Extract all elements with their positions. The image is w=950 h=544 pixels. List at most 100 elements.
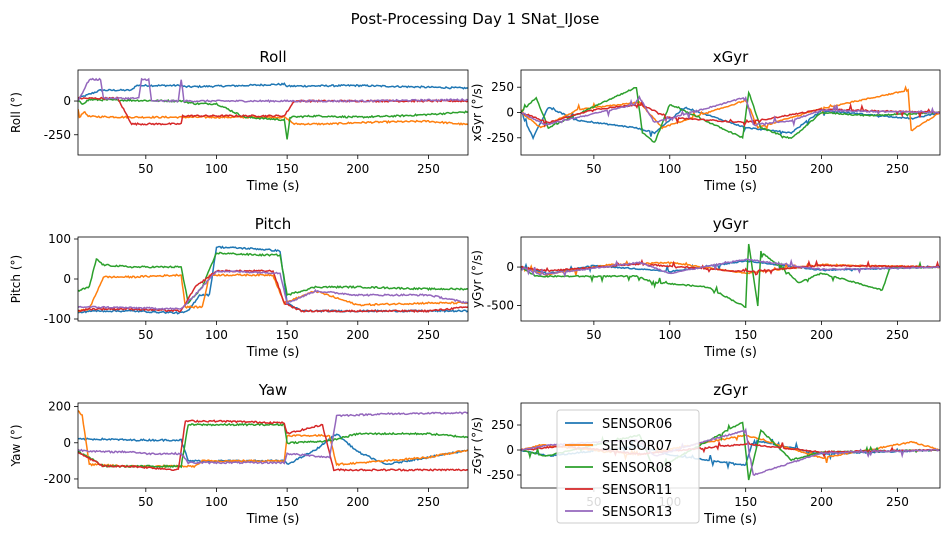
pitch-ylabel: Pitch (°) (9, 255, 23, 303)
pitch-title: Pitch (255, 215, 292, 233)
yaw-line-sensor06 (78, 433, 468, 466)
zgyr-axes-frame (520, 402, 941, 489)
roll-xlabel: Time (s) (246, 179, 300, 194)
roll-line-sensor07 (78, 108, 468, 126)
xgyr-panel: 50 100 150 200 250 250 0 -250 xGyr Time (s) xGyr (… (470, 48, 941, 194)
zgyr-title: zGyr (713, 381, 748, 399)
zgyr-xtick-label: 200 (810, 495, 833, 509)
zgyr-xtick-label: 150 (734, 495, 757, 509)
legend: SENSOR06 SENSOR07 SENSOR08 SENSOR11 SENSOR13 (556, 409, 700, 524)
yaw-line-sensor13 (78, 411, 468, 465)
xgyr-xtick-label: 100 (658, 162, 681, 176)
yaw-line-sensor11 (78, 419, 468, 472)
roll-ytick-label: 0 (63, 94, 71, 108)
zgyr-ylabel: zGyr (°/s) (470, 417, 484, 474)
roll-xtick-label: 100 (205, 162, 228, 176)
zgyr-ytick-label: -250 (487, 468, 514, 482)
pitch-line-sensor13 (78, 270, 468, 311)
ygyr-title: yGyr (713, 215, 749, 233)
xgyr-title: xGyr (713, 48, 749, 66)
xgyr-xtick-label: 200 (810, 162, 833, 176)
zgyr-ytick-label: 250 (491, 418, 514, 432)
ygyr-xtick-label: 150 (734, 328, 757, 342)
pitch-xtick-label: 200 (346, 328, 369, 342)
legend-label-sensor07: SENSOR07 (602, 439, 672, 454)
ygyr-ytick-label: -500 (487, 299, 514, 313)
xgyr-xtick-label: 50 (586, 162, 601, 176)
yaw-panel: 50 100 150 200 250 200 0 -200 Yaw Time (s) Yaw (°) (9, 381, 469, 527)
xgyr-xtick-label: 250 (886, 162, 909, 176)
legend-label-sensor13: SENSOR13 (602, 505, 672, 520)
ygyr-xtick-label: 50 (586, 328, 601, 342)
roll-title: Roll (259, 48, 286, 66)
zgyr-xlabel: Time (s) (703, 512, 757, 527)
legend-label-sensor11: SENSOR11 (602, 483, 672, 498)
xgyr-ylabel: xGyr (°/s) (470, 84, 484, 142)
pitch-line-sensor07 (78, 273, 468, 313)
pitch-xlabel: Time (s) (246, 345, 300, 360)
roll-line-sensor13 (78, 77, 468, 104)
yaw-xlabel: Time (s) (246, 512, 300, 527)
roll-ytick-label: -250 (44, 128, 71, 142)
yaw-xtick-label: 250 (417, 495, 440, 509)
ygyr-panel: 50 100 150 200 250 0 -500 yGyr Time (s) yGyr (°/s… (470, 215, 941, 360)
pitch-panel: 50 100 150 200 250 100 0 -100 Pitch Time (s) Pitch… (9, 215, 469, 360)
yaw-xtick-label: 100 (205, 495, 228, 509)
xgyr-line-sensor06 (521, 106, 940, 141)
pitch-xtick-label: 150 (276, 328, 299, 342)
xgyr-ytick-label: -250 (487, 131, 514, 145)
roll-panel: 50 100 150 200 250 0 -250 Roll Time (s) Roll (°) (9, 48, 469, 194)
yaw-line-sensor07 (78, 409, 468, 469)
xgyr-xtick-label: 150 (734, 162, 757, 176)
pitch-ytick-label: -100 (44, 312, 71, 326)
xgyr-line-sensor07 (521, 85, 940, 132)
roll-xtick-label: 150 (276, 162, 299, 176)
pitch-ytick-label: 0 (63, 272, 71, 286)
ygyr-xlabel: Time (s) (703, 345, 757, 360)
xgyr-line-sensor13 (521, 95, 940, 128)
legend-label-sensor06: SENSOR06 (602, 417, 672, 432)
roll-xtick-label: 250 (417, 162, 440, 176)
yaw-axes-frame (77, 402, 469, 489)
roll-line-sensor08 (78, 98, 468, 140)
ygyr-ylabel: yGyr (°/s) (470, 250, 484, 308)
yaw-ylabel: Yaw (°) (9, 424, 23, 467)
ygyr-line-sensor08 (521, 243, 940, 309)
pitch-xtick-label: 100 (205, 328, 228, 342)
pitch-line-sensor08 (78, 251, 468, 305)
ygyr-line-sensor11 (521, 258, 940, 276)
roll-line-sensor06 (78, 82, 468, 99)
zgyr-xtick-label: 250 (886, 495, 909, 509)
ygyr-ytick-label: 0 (506, 260, 514, 274)
roll-line-sensor11 (78, 96, 468, 126)
ygyr-xtick-label: 100 (658, 328, 681, 342)
yaw-line-sensor08 (78, 422, 468, 469)
yaw-xtick-label: 50 (138, 495, 153, 509)
pitch-ytick-label: 100 (48, 232, 71, 246)
xgyr-xlabel: Time (s) (703, 179, 757, 194)
ygyr-axes-frame (520, 236, 941, 322)
legend-label-sensor08: SENSOR08 (602, 461, 672, 476)
pitch-xtick-label: 250 (417, 328, 440, 342)
xgyr-ytick-label: 0 (506, 106, 514, 120)
roll-ylabel: Roll (°) (9, 92, 23, 133)
ygyr-xtick-label: 200 (810, 328, 833, 342)
yaw-xtick-label: 200 (346, 495, 369, 509)
yaw-ytick-label: -200 (44, 472, 71, 486)
ygyr-line-sensor13 (521, 258, 940, 278)
ygyr-xtick-label: 250 (886, 328, 909, 342)
zgyr-ytick-label: 0 (506, 443, 514, 457)
roll-axes-frame (77, 69, 469, 156)
xgyr-line-sensor08 (521, 87, 940, 143)
roll-xtick-label: 200 (346, 162, 369, 176)
yaw-ytick-label: 0 (63, 436, 71, 450)
roll-xtick-label: 50 (138, 162, 153, 176)
legend-box (556, 409, 700, 524)
yaw-xtick-label: 150 (276, 495, 299, 509)
yaw-ytick-label: 200 (48, 400, 71, 414)
xgyr-ytick-label: 250 (491, 80, 514, 94)
pitch-xtick-label: 50 (138, 328, 153, 342)
yaw-title: Yaw (258, 381, 288, 399)
